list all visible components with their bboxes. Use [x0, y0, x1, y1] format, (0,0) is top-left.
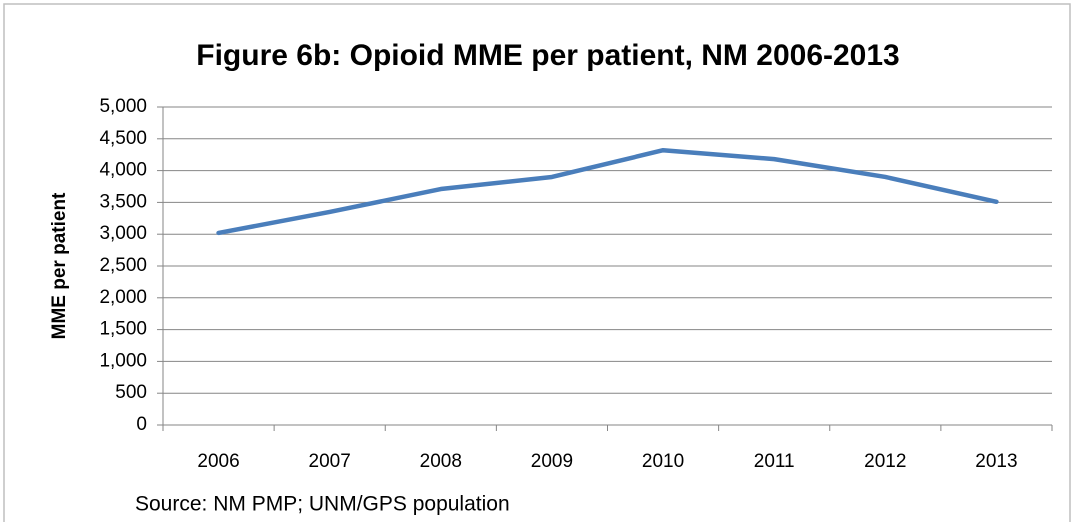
- chart-border: [3, 3, 1071, 522]
- x-tick-label: 2007: [309, 451, 351, 472]
- y-tick-label: 4,000: [99, 160, 147, 181]
- x-tick-label: 2011: [754, 451, 795, 472]
- y-tick-label: 2,000: [99, 287, 147, 308]
- x-tick-label: 2012: [864, 451, 906, 472]
- y-tick-label: 4,500: [99, 128, 147, 149]
- chart-title: Figure 6b: Opioid MME per patient, NM 20…: [196, 39, 899, 72]
- y-tick-label: 1,500: [99, 319, 147, 340]
- x-tick-label: 2008: [420, 451, 462, 472]
- y-tick-label: 3,000: [99, 223, 147, 244]
- data-line: [216, 147, 999, 236]
- x-tick-label: 2013: [975, 451, 1017, 472]
- x-tick-label: 2010: [642, 451, 684, 472]
- y-tick-label: 500: [115, 382, 147, 403]
- source-note: Source: NM PMP; UNM/GPS population: [135, 493, 510, 516]
- y-tick-label: 1,000: [99, 350, 147, 371]
- y-tick-label: 3,500: [99, 191, 147, 212]
- y-axis-label: MME per patient: [49, 192, 70, 339]
- y-tick-label: 0: [136, 414, 147, 435]
- x-tick-label: 2006: [197, 451, 239, 472]
- y-tick-label: 2,500: [99, 255, 147, 276]
- x-tick-label: 2009: [531, 451, 573, 472]
- y-tick-label: 5,000: [99, 96, 147, 117]
